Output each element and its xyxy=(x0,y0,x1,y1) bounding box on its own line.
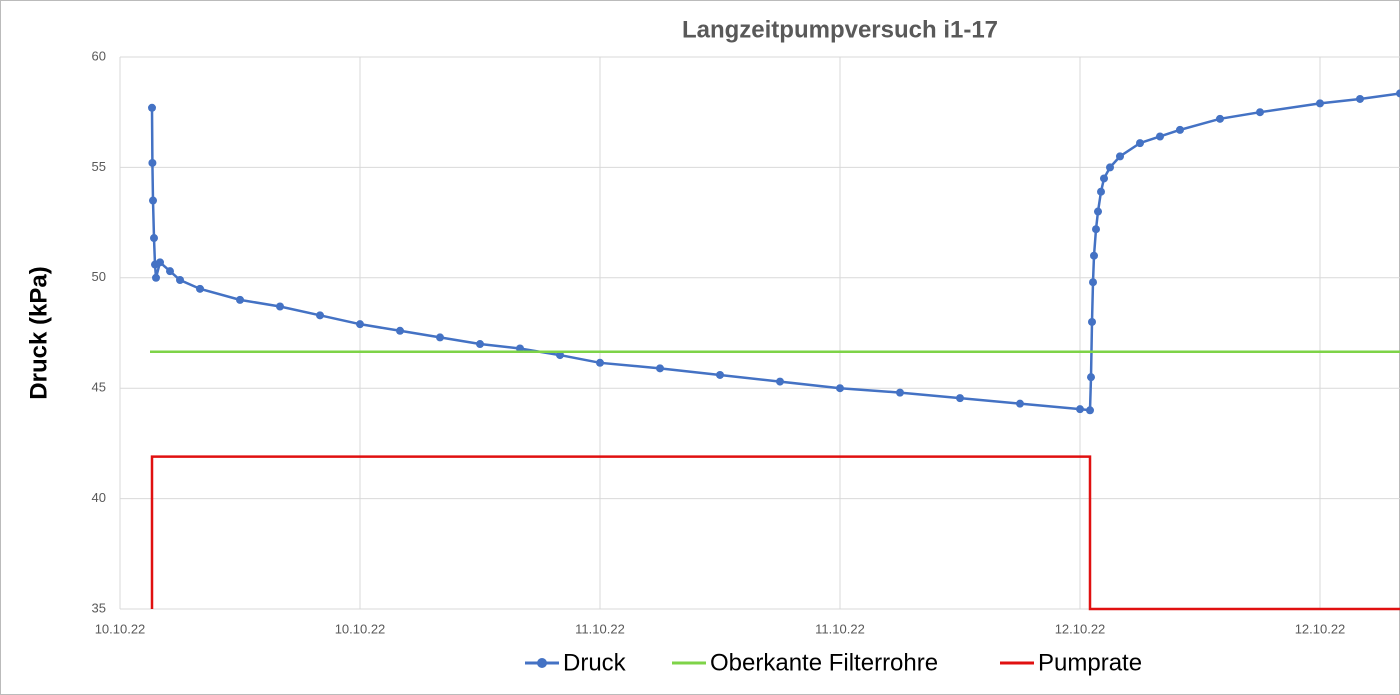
data-point xyxy=(716,370,724,379)
data-point xyxy=(316,311,324,320)
data-point xyxy=(516,344,524,353)
data-point xyxy=(1216,114,1224,123)
legend-marker xyxy=(537,658,547,668)
data-point xyxy=(1086,406,1094,415)
y-tick-label: 40 xyxy=(92,490,106,505)
data-point xyxy=(1116,152,1124,161)
x-tick-label: 10.10.22 xyxy=(95,621,146,636)
data-point xyxy=(150,234,158,243)
x-tick-label: 11.10.22 xyxy=(815,621,865,636)
x-tick-label: 12.10.22 xyxy=(1055,621,1106,636)
data-point xyxy=(148,158,157,167)
data-point xyxy=(276,302,284,311)
y-tick-label: 45 xyxy=(92,380,106,395)
y-tick-label: 35 xyxy=(92,600,106,615)
series-line xyxy=(150,455,1400,611)
data-point xyxy=(1094,207,1102,216)
data-point xyxy=(1176,125,1184,134)
data-point xyxy=(1356,94,1364,103)
x-tick-label: 10.10.22 xyxy=(335,621,386,636)
x-tick-label: 11.10.22 xyxy=(575,621,625,636)
data-point xyxy=(1106,163,1114,172)
legend-label: Druck xyxy=(563,649,627,676)
data-point xyxy=(656,364,664,373)
data-point xyxy=(836,384,844,393)
y-axis-label: Druck (kPa) xyxy=(25,266,52,399)
y-tick-label: 50 xyxy=(92,269,106,284)
legend-label: Oberkante Filterrohre xyxy=(710,649,938,676)
data-point xyxy=(1087,373,1095,382)
data-point xyxy=(1316,99,1324,108)
data-point xyxy=(1396,89,1400,98)
data-point xyxy=(1097,187,1105,196)
data-point xyxy=(776,377,784,386)
data-point xyxy=(556,351,564,360)
data-point xyxy=(356,320,364,329)
data-point xyxy=(176,276,184,285)
data-point xyxy=(1136,139,1144,148)
chart-title: Langzeitpumpversuch i1-17 xyxy=(682,16,998,43)
data-point xyxy=(1088,317,1096,326)
data-point xyxy=(166,267,174,276)
data-point xyxy=(956,394,964,403)
data-point xyxy=(896,388,904,397)
data-point xyxy=(1100,174,1108,183)
data-point xyxy=(476,340,484,349)
legend-label: Pumprate xyxy=(1038,649,1142,676)
data-point xyxy=(1256,108,1264,117)
data-point xyxy=(1016,399,1024,408)
data-point xyxy=(156,258,164,267)
y-tick-label: 55 xyxy=(92,159,106,174)
data-point xyxy=(152,273,160,282)
y-tick-label: 60 xyxy=(92,48,106,63)
data-point xyxy=(396,326,404,335)
data-point xyxy=(1090,251,1098,260)
data-point xyxy=(148,103,156,112)
data-point xyxy=(1156,132,1164,141)
data-point xyxy=(1092,225,1100,234)
x-tick-label: 12.10.22 xyxy=(1295,621,1346,636)
data-point xyxy=(149,196,157,205)
data-point xyxy=(196,284,204,293)
data-point xyxy=(596,358,604,367)
data-point xyxy=(436,333,444,342)
data-point xyxy=(1089,278,1097,287)
data-point xyxy=(1076,405,1084,414)
data-point xyxy=(236,295,244,304)
